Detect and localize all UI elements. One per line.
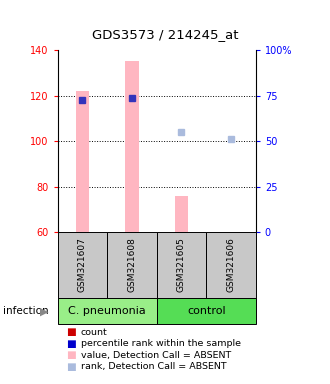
Bar: [206, 232, 256, 298]
Text: ▶: ▶: [40, 306, 49, 316]
Text: ■: ■: [66, 327, 76, 337]
Bar: [157, 232, 206, 298]
Bar: [76, 91, 89, 232]
Bar: [125, 61, 139, 232]
Bar: [58, 298, 157, 324]
Text: percentile rank within the sample: percentile rank within the sample: [81, 339, 241, 348]
Text: control: control: [187, 306, 226, 316]
Text: C. pneumonia: C. pneumonia: [68, 306, 146, 316]
Text: rank, Detection Call = ABSENT: rank, Detection Call = ABSENT: [81, 362, 226, 371]
Text: ■: ■: [66, 339, 76, 349]
Text: GDS3573 / 214245_at: GDS3573 / 214245_at: [92, 28, 238, 41]
Text: ■: ■: [66, 350, 76, 360]
Bar: [157, 298, 256, 324]
Bar: [107, 232, 157, 298]
Text: GSM321606: GSM321606: [226, 238, 236, 292]
Text: ■: ■: [66, 362, 76, 372]
Text: GSM321605: GSM321605: [177, 238, 186, 292]
Bar: [175, 196, 188, 232]
Text: value, Detection Call = ABSENT: value, Detection Call = ABSENT: [81, 351, 231, 360]
Text: GSM321608: GSM321608: [127, 238, 137, 292]
Text: GSM321607: GSM321607: [78, 238, 87, 292]
Text: count: count: [81, 328, 108, 337]
Text: infection: infection: [3, 306, 49, 316]
Bar: [58, 232, 107, 298]
